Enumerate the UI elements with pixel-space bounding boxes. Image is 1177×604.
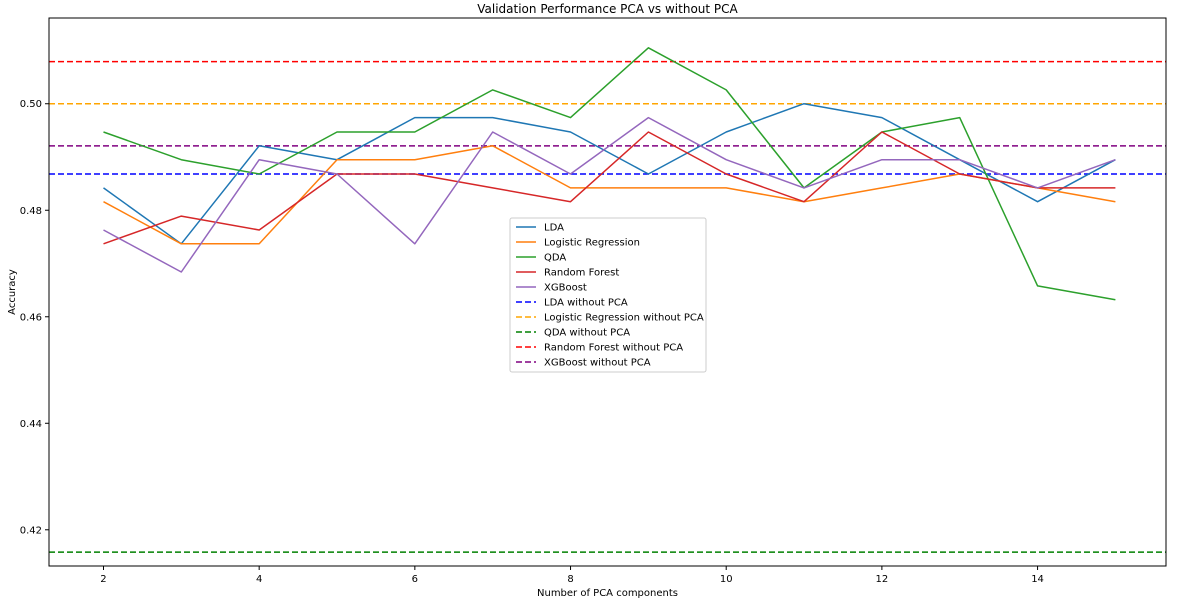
series-lines <box>103 47 1116 301</box>
x-tick-label: 8 <box>567 574 573 585</box>
series-line <box>103 116 1116 273</box>
x-tick-label: 6 <box>412 574 418 585</box>
y-tick-label: 0.42 <box>20 525 42 536</box>
legend-label: Random Forest without PCA <box>544 343 683 354</box>
x-tick-label: 2 <box>100 574 106 585</box>
legend-box <box>509 217 707 373</box>
legend-label: Logistic Regression without PCA <box>544 313 704 324</box>
chart-title: Validation Performance PCA vs without PC… <box>477 2 738 16</box>
x-tick-label: 10 <box>720 574 733 585</box>
legend-label: QDA without PCA <box>544 328 630 339</box>
y-tick-label: 0.48 <box>20 206 42 217</box>
series-line <box>103 102 1116 245</box>
legend-label: QDA <box>544 253 566 264</box>
y-tick-label: 0.50 <box>20 99 42 110</box>
series-line <box>103 47 1116 301</box>
axis-ticks: 2 4 6 8 10 12 14 0.42 0.44 0.46 0.48 0.50 <box>20 99 1044 585</box>
y-tick-label: 0.44 <box>20 419 42 430</box>
legend-label: Logistic Regression <box>544 238 640 249</box>
series-line <box>103 145 1116 245</box>
x-tick-label: 12 <box>876 574 889 585</box>
x-tick-label: 4 <box>256 574 262 585</box>
legend-label: XGBoost <box>544 283 587 294</box>
x-axis-label: Number of PCA components <box>537 588 678 599</box>
legend-label: LDA <box>544 223 564 234</box>
plot-area-frame <box>48 17 1167 567</box>
reference-lines <box>49 60 1166 553</box>
x-tick-label: 14 <box>1031 574 1044 585</box>
legend: LDA Logistic Regression QDA Random Forest XG… <box>509 217 707 373</box>
series-line <box>103 131 1116 245</box>
legend-label: XGBoost without PCA <box>544 358 651 369</box>
y-axis-label: Accuracy <box>7 269 18 315</box>
legend-label: LDA without PCA <box>544 298 628 309</box>
y-tick-label: 0.46 <box>20 312 42 323</box>
legend-label: Random Forest <box>544 268 619 279</box>
